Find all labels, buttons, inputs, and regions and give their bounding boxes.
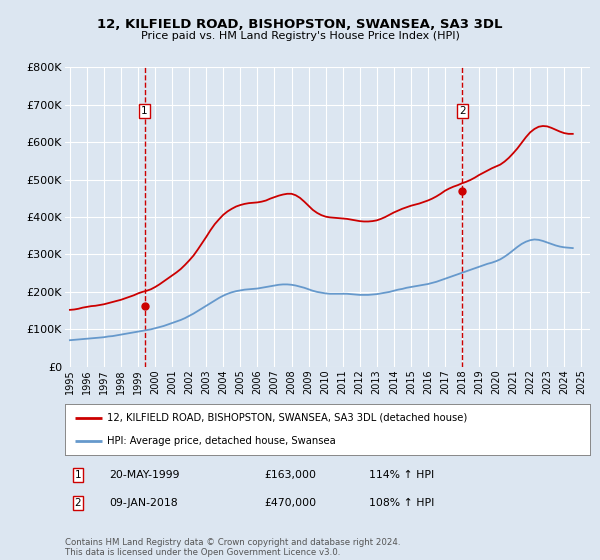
Text: 2: 2 bbox=[74, 498, 81, 508]
Text: 114% ↑ HPI: 114% ↑ HPI bbox=[370, 470, 434, 480]
Text: 20-MAY-1999: 20-MAY-1999 bbox=[109, 470, 180, 480]
Text: Contains HM Land Registry data © Crown copyright and database right 2024.
This d: Contains HM Land Registry data © Crown c… bbox=[65, 538, 400, 557]
Text: Price paid vs. HM Land Registry's House Price Index (HPI): Price paid vs. HM Land Registry's House … bbox=[140, 31, 460, 41]
Text: 09-JAN-2018: 09-JAN-2018 bbox=[109, 498, 178, 508]
Text: 1: 1 bbox=[141, 106, 148, 116]
Text: 12, KILFIELD ROAD, BISHOPSTON, SWANSEA, SA3 3DL (detached house): 12, KILFIELD ROAD, BISHOPSTON, SWANSEA, … bbox=[107, 413, 467, 423]
Text: 12, KILFIELD ROAD, BISHOPSTON, SWANSEA, SA3 3DL: 12, KILFIELD ROAD, BISHOPSTON, SWANSEA, … bbox=[97, 17, 503, 31]
Text: 108% ↑ HPI: 108% ↑ HPI bbox=[370, 498, 434, 508]
Text: HPI: Average price, detached house, Swansea: HPI: Average price, detached house, Swan… bbox=[107, 436, 335, 446]
Text: 2: 2 bbox=[459, 106, 466, 116]
Text: £470,000: £470,000 bbox=[265, 498, 316, 508]
Text: £163,000: £163,000 bbox=[265, 470, 316, 480]
Text: 1: 1 bbox=[74, 470, 81, 480]
